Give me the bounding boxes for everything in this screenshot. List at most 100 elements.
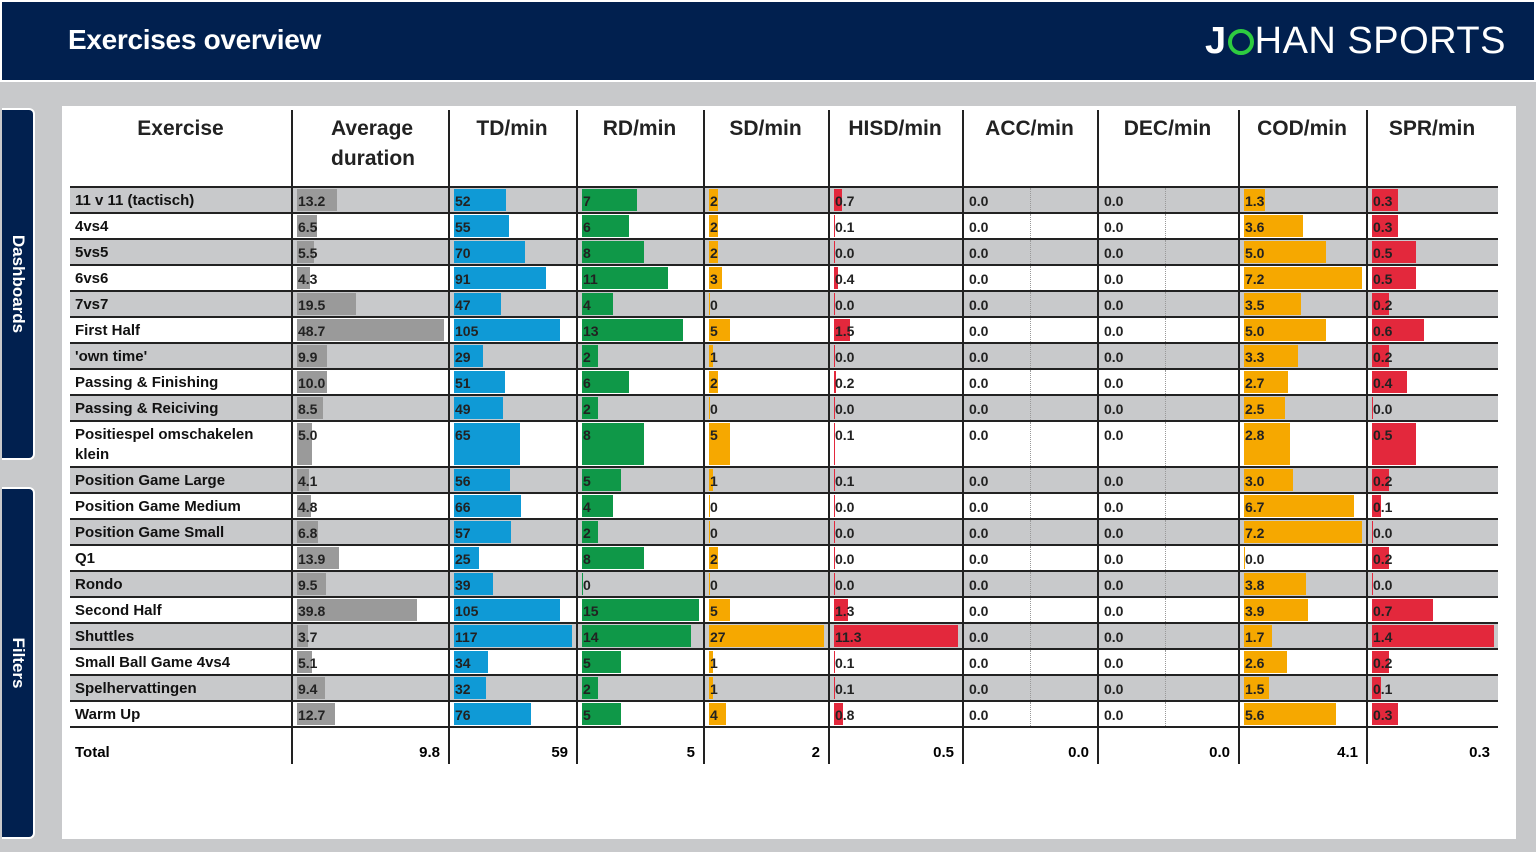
total-sd: 2 bbox=[811, 744, 820, 761]
dashboards-tab[interactable]: Dashboards bbox=[2, 108, 35, 460]
value-rd: 2 bbox=[583, 401, 591, 417]
value-avg_duration: 6.5 bbox=[298, 219, 318, 235]
bar-td bbox=[454, 495, 521, 517]
value-hisd: 0.1 bbox=[835, 681, 855, 697]
guide-line bbox=[1030, 598, 1031, 622]
column-header-avg_duration[interactable]: Average duration bbox=[331, 117, 415, 170]
value-sd: 0 bbox=[710, 525, 718, 541]
bar-sd bbox=[709, 345, 714, 367]
value-sd: 2 bbox=[710, 245, 718, 261]
value-rd: 4 bbox=[583, 297, 591, 313]
column-header-td[interactable]: TD/min bbox=[476, 117, 548, 140]
bar-cod bbox=[1244, 495, 1354, 517]
bar-hisd bbox=[834, 703, 843, 725]
value-rd: 8 bbox=[583, 245, 591, 261]
column-header-exercise[interactable]: Exercise bbox=[137, 117, 224, 140]
value-avg_duration: 19.5 bbox=[298, 297, 326, 313]
guide-line bbox=[1030, 520, 1031, 544]
bar-cod bbox=[1244, 397, 1285, 419]
value-rd: 13 bbox=[583, 323, 599, 339]
guide-line bbox=[1030, 396, 1031, 420]
value-spr: 0.2 bbox=[1373, 551, 1393, 567]
column-divider bbox=[703, 110, 705, 764]
value-cod: 1.3 bbox=[1245, 193, 1265, 209]
value-acc: 0.0 bbox=[969, 271, 989, 287]
row-divider bbox=[70, 316, 1498, 318]
bar-td bbox=[454, 651, 489, 673]
column-header-hisd[interactable]: HISD/min bbox=[848, 117, 942, 140]
value-rd: 2 bbox=[583, 349, 591, 365]
value-dec: 0.0 bbox=[1104, 193, 1124, 209]
bar-hisd bbox=[834, 293, 835, 315]
value-sd: 2 bbox=[710, 551, 718, 567]
row-divider bbox=[70, 674, 1498, 676]
value-cod: 2.7 bbox=[1245, 375, 1265, 391]
bar-rd bbox=[582, 423, 645, 465]
value-td: 76 bbox=[455, 707, 471, 723]
table-row[interactable] bbox=[70, 188, 1498, 212]
exercise-name: Passing & Finishing bbox=[75, 374, 219, 391]
column-divider bbox=[291, 110, 293, 764]
table-row[interactable] bbox=[70, 676, 1498, 700]
total-acc: 0.0 bbox=[1068, 744, 1089, 761]
value-spr: 0.4 bbox=[1373, 375, 1393, 391]
bar-sd bbox=[709, 573, 710, 595]
exercise-name: Positiespel omschakelen klein bbox=[75, 426, 254, 463]
value-dec: 0.0 bbox=[1104, 525, 1124, 541]
bar-spr bbox=[1372, 469, 1390, 491]
bar-sd bbox=[709, 469, 714, 491]
value-td: 65 bbox=[455, 427, 471, 443]
value-td: 29 bbox=[455, 349, 471, 365]
bar-avg_duration bbox=[297, 521, 318, 543]
bar-cod bbox=[1244, 573, 1307, 595]
header-background: Exercises overview J HAN SPORTS bbox=[2, 2, 1534, 80]
filters-tab[interactable]: Filters bbox=[2, 487, 35, 839]
guide-line bbox=[1165, 572, 1166, 596]
column-header-spr[interactable]: SPR/min bbox=[1388, 117, 1476, 140]
guide-line bbox=[1165, 370, 1166, 394]
value-spr: 0.1 bbox=[1373, 499, 1393, 515]
guide-line bbox=[1165, 676, 1166, 700]
bar-rd bbox=[582, 189, 637, 211]
bar-spr bbox=[1372, 625, 1494, 647]
value-cod: 6.7 bbox=[1245, 499, 1265, 515]
bar-td bbox=[454, 319, 560, 341]
value-dec: 0.0 bbox=[1104, 629, 1124, 645]
exercise-name: Q1 bbox=[75, 550, 96, 567]
bar-sd bbox=[709, 189, 718, 211]
bar-td bbox=[454, 397, 504, 419]
total-rd: 5 bbox=[686, 744, 695, 761]
value-rd: 14 bbox=[583, 629, 599, 645]
value-rd: 5 bbox=[583, 707, 591, 723]
header-divider bbox=[70, 186, 1498, 188]
value-spr: 0.3 bbox=[1373, 219, 1393, 235]
bar-spr bbox=[1372, 599, 1433, 621]
column-header-dec[interactable]: DEC/min bbox=[1123, 117, 1212, 140]
guide-line bbox=[1165, 650, 1166, 674]
value-avg_duration: 12.7 bbox=[298, 707, 326, 723]
value-spr: 0.5 bbox=[1373, 271, 1393, 287]
bar-avg_duration bbox=[297, 625, 309, 647]
value-sd: 3 bbox=[710, 271, 718, 287]
table-row[interactable] bbox=[70, 546, 1498, 570]
bar-avg_duration bbox=[297, 267, 310, 289]
value-avg_duration: 39.8 bbox=[298, 603, 326, 619]
column-header-rd[interactable]: RD/min bbox=[602, 117, 677, 140]
value-td: 55 bbox=[455, 219, 471, 235]
bar-cod bbox=[1244, 267, 1362, 289]
value-sd: 5 bbox=[710, 427, 718, 443]
guide-line bbox=[1165, 702, 1166, 726]
bar-hisd bbox=[834, 547, 835, 569]
column-header-acc[interactable]: ACC/min bbox=[985, 117, 1074, 140]
value-avg_duration: 3.7 bbox=[298, 629, 318, 645]
column-header-sd[interactable]: SD/min bbox=[729, 117, 802, 140]
value-cod: 3.0 bbox=[1245, 473, 1265, 489]
bar-td bbox=[454, 599, 560, 621]
guide-line bbox=[1165, 494, 1166, 518]
bar-rd bbox=[582, 293, 614, 315]
value-td: 56 bbox=[455, 473, 471, 489]
value-sd: 2 bbox=[710, 219, 718, 235]
value-rd: 15 bbox=[583, 603, 599, 619]
column-header-cod[interactable]: COD/min bbox=[1257, 117, 1347, 140]
bar-rd bbox=[582, 599, 699, 621]
